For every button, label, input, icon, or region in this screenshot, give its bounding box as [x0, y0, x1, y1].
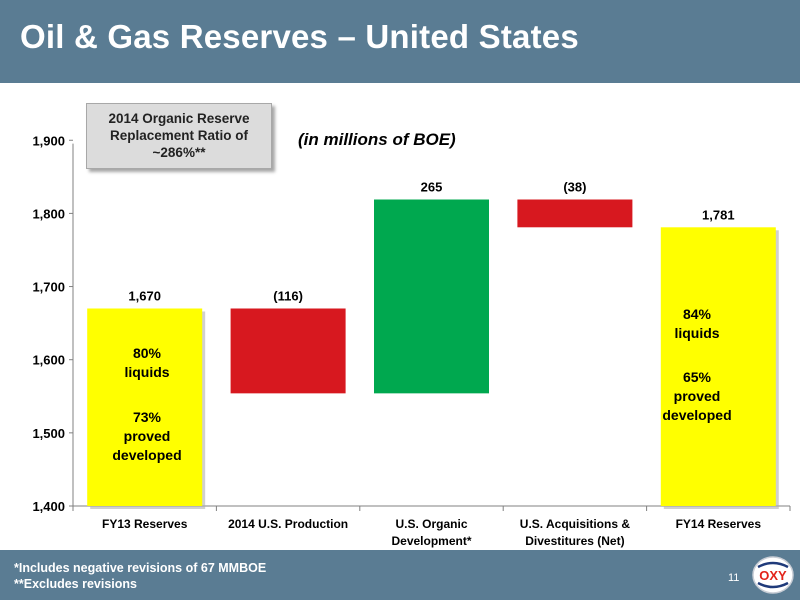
- footnote-2: **Excludes revisions: [14, 577, 137, 591]
- note-line: 84%: [682, 306, 712, 322]
- title-bar: Oil & Gas Reserves – United States: [0, 0, 800, 83]
- page-number: 11: [728, 572, 740, 584]
- note-line: 80%: [132, 345, 162, 361]
- category-label: U.S. Organic: [395, 517, 467, 531]
- value-label: 265: [421, 180, 443, 195]
- value-label: (116): [273, 288, 303, 303]
- chart-category-labels: FY13 Reserves 2014 U.S. Production U.S. Or…: [102, 517, 761, 548]
- category-label: U.S. Acquisitions &: [520, 517, 631, 531]
- callout-line: 2014 Organic Reserve: [108, 111, 250, 126]
- chart-value-labels: 1,670 (116) 265 (38) 1,781: [128, 180, 734, 304]
- y-tick-label: 1,800: [32, 206, 65, 221]
- note-line: developed: [112, 447, 182, 463]
- category-label: 2014 U.S. Production: [228, 517, 348, 531]
- value-label: 1,670: [128, 288, 161, 303]
- bar-increase: [374, 199, 489, 394]
- category-label: Divestitures (Net): [525, 534, 624, 548]
- slide-title: Oil & Gas Reserves – United States: [20, 18, 579, 55]
- footnote-1: *Includes negative revisions of 67 MMBOE: [14, 561, 267, 575]
- note-line: proved: [123, 428, 171, 444]
- oxy-logo: OXY: [752, 556, 794, 594]
- fy14-proved-note: 65% proved developed: [641, 368, 753, 425]
- chart-bars: [87, 199, 779, 509]
- fy13-proved-note: 73% proved developed: [92, 408, 202, 465]
- callout-line: Replacement Ratio of: [109, 128, 249, 143]
- category-label: Development*: [391, 534, 471, 548]
- note-line: liquids: [124, 364, 170, 380]
- y-tick-label: 1,400: [32, 499, 65, 514]
- fy13-liquids-note: 80% liquids: [92, 344, 202, 382]
- callout-line: ~286%**: [152, 145, 206, 160]
- y-tick-label: 1,500: [32, 426, 65, 441]
- logo-text: OXY: [759, 568, 787, 583]
- bar-total: [660, 227, 776, 506]
- y-tick-label: 1,700: [32, 280, 65, 295]
- bar-total: [87, 308, 203, 506]
- replacement-ratio-callout: 2014 Organic Reserve Replacement Ratio o…: [86, 103, 272, 169]
- unit-note: (in millions of BOE): [298, 130, 456, 149]
- y-tick-label: 1,900: [32, 133, 65, 148]
- note-line: proved: [673, 388, 721, 404]
- fy14-liquids-note: 84% liquids: [641, 305, 753, 343]
- note-line: liquids: [674, 325, 720, 341]
- footer-bar: *Includes negative revisions of 67 MMBOE…: [0, 550, 800, 600]
- note-line: 73%: [132, 409, 162, 425]
- bar-decrease: [517, 199, 633, 228]
- note-line: developed: [662, 407, 732, 423]
- value-label: (38): [563, 180, 586, 195]
- note-line: 65%: [682, 369, 712, 385]
- value-label: 1,781: [702, 207, 735, 222]
- waterfall-chart: 1,400 1,500 1,600 1,700 1,800 1,900 1,670 (116…: [32, 133, 791, 548]
- bar-decrease: [230, 308, 346, 394]
- category-label: FY14 Reserves: [676, 517, 762, 531]
- y-tick-label: 1,600: [32, 353, 65, 368]
- category-label: FY13 Reserves: [102, 517, 188, 531]
